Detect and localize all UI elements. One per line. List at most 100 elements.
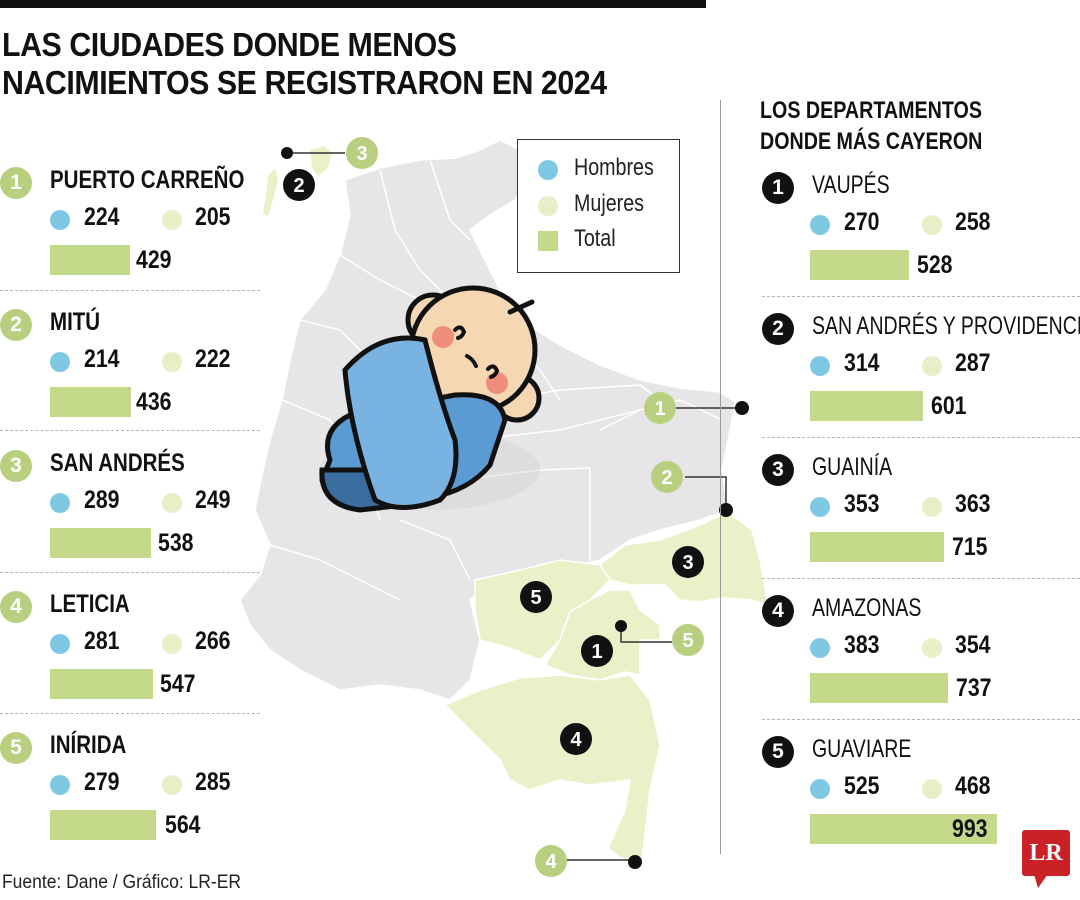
men-dot-icon: [538, 160, 558, 180]
title-line-2: NACIMIENTOS SE REGISTRARON EN 2024: [2, 64, 607, 101]
svg-text:5: 5: [530, 587, 541, 609]
svg-text:2: 2: [661, 467, 672, 489]
svg-text:4: 4: [545, 851, 557, 873]
men-dot-icon: [810, 779, 830, 799]
svg-text:1: 1: [654, 398, 665, 420]
divider: [0, 430, 260, 431]
men-dot-icon: [810, 356, 830, 376]
divider: [762, 578, 1080, 579]
total-bar: [50, 669, 153, 699]
men-value: 224: [84, 203, 120, 231]
men-dot-icon: [810, 638, 830, 658]
legend-men-label: Hombres: [574, 154, 654, 181]
total-value: 564: [165, 811, 201, 839]
rank-badge: 1: [0, 167, 32, 199]
dept-name: AMAZONAS: [812, 594, 922, 622]
men-dot-icon: [50, 493, 70, 513]
total-bar: [50, 387, 131, 417]
men-value: 353: [844, 490, 880, 518]
rank-badge: 2: [0, 309, 32, 341]
svg-text:3: 3: [356, 143, 367, 165]
svg-text:1: 1: [591, 641, 602, 663]
rank-badge: 3: [0, 450, 32, 482]
women-value: 222: [195, 345, 231, 373]
men-value: 525: [844, 772, 880, 800]
total-square-icon: [538, 231, 558, 251]
city-name: MITÚ: [50, 308, 101, 336]
men-value: 214: [84, 345, 120, 373]
divider: [0, 290, 260, 291]
men-value: 270: [844, 208, 880, 236]
women-dot-icon: [922, 779, 942, 799]
total-value: 993: [952, 815, 988, 843]
divider: [762, 719, 1080, 720]
men-dot-icon: [50, 634, 70, 654]
total-bar: [810, 814, 997, 844]
men-value: 383: [844, 631, 880, 659]
rank-badge: 3: [762, 454, 794, 486]
svg-text:4: 4: [570, 729, 582, 751]
region-amazonas: [443, 674, 661, 861]
page-title: LAS CIUDADES DONDE MENOS NACIMIENTOS SE …: [2, 26, 607, 102]
women-dot-icon: [162, 775, 182, 795]
women-value: 249: [195, 486, 231, 514]
women-dot-icon: [922, 638, 942, 658]
women-value: 205: [195, 203, 231, 231]
dept-name: VAUPÉS: [812, 171, 890, 199]
lr-logo-tail: [1034, 874, 1048, 888]
total-value: 737: [956, 674, 992, 702]
women-dot-icon: [162, 634, 182, 654]
total-value: 715: [952, 533, 988, 561]
rank-badge: 5: [762, 736, 794, 768]
city-name: INÍRIDA: [50, 731, 127, 759]
city-name: PUERTO CARREÑO: [50, 166, 245, 194]
rank-badge: 4: [0, 591, 32, 623]
women-value: 266: [195, 627, 231, 655]
men-dot-icon: [810, 215, 830, 235]
divider: [762, 437, 1080, 438]
map-dept-2: 2: [293, 175, 304, 197]
region-vaupes: [543, 589, 661, 681]
total-bar: [810, 532, 944, 562]
women-dot-icon: [922, 356, 942, 376]
dept-name: GUAINÍA: [812, 453, 893, 481]
region-guainia: [598, 511, 769, 607]
departments-title-line-2: DONDE MÁS CAYERON: [760, 128, 983, 155]
city-name: SAN ANDRÉS: [50, 449, 185, 477]
total-value: 429: [136, 246, 172, 274]
rank-badge: 1: [762, 172, 794, 204]
title-line-1: LAS CIUDADES DONDE MENOS: [2, 26, 457, 63]
total-bar: [810, 250, 909, 280]
total-bar: [50, 810, 156, 840]
top-rule: [0, 0, 706, 8]
svg-text:5: 5: [682, 630, 693, 652]
women-dot-icon: [922, 215, 942, 235]
divider: [0, 572, 260, 573]
total-bar: [50, 528, 151, 558]
dept-name: GUAVIARE: [812, 735, 912, 763]
women-dot-icon: [922, 497, 942, 517]
total-bar: [810, 391, 923, 421]
men-dot-icon: [810, 497, 830, 517]
column-divider: [720, 100, 721, 854]
rank-badge: 4: [762, 595, 794, 627]
men-value: 314: [844, 349, 880, 377]
women-value: 287: [955, 349, 991, 377]
departments-title-line-1: LOS DEPARTAMENTOS: [760, 97, 982, 124]
legend-total-label: Total: [574, 225, 616, 252]
women-dot-icon: [162, 210, 182, 230]
total-bar: [50, 245, 130, 275]
total-value: 601: [931, 392, 967, 420]
women-value: 363: [955, 490, 991, 518]
women-dot-icon: [162, 493, 182, 513]
men-value: 281: [84, 627, 120, 655]
source-note: Fuente: Dane / Gráfico: LR-ER: [2, 872, 241, 893]
city-name: LETICIA: [50, 590, 130, 618]
total-value: 528: [917, 251, 953, 279]
men-dot-icon: [50, 210, 70, 230]
lr-logo: LR: [1022, 830, 1070, 876]
total-value: 547: [160, 670, 196, 698]
total-value: 436: [136, 388, 172, 416]
total-bar: [810, 673, 948, 703]
men-value: 289: [84, 486, 120, 514]
